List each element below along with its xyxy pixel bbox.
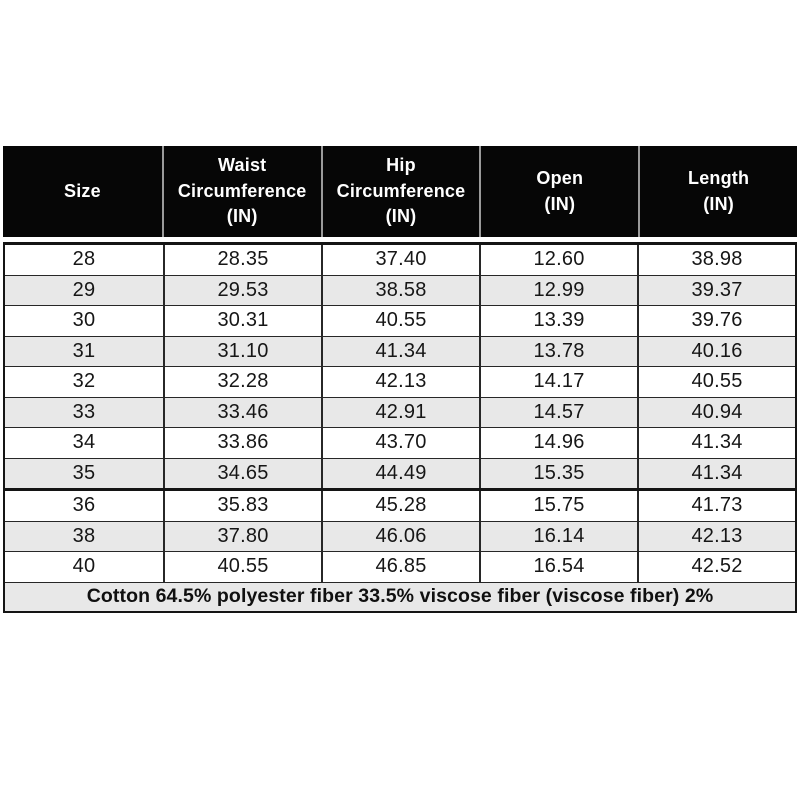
cell-size: 38 <box>72 524 96 547</box>
fabric-composition-row: Cotton 64.5% polyester fiber 33.5% visco… <box>5 581 795 611</box>
cell-length: 42.52 <box>637 552 795 582</box>
size-chart-table: Size Waist Circumference (IN) Hip Circum… <box>3 146 797 613</box>
cell-length: 40.55 <box>637 367 795 397</box>
cell-length: 40.94 <box>637 397 795 427</box>
table-body: 28 28.35 37.40 12.60 38.98 29 29.53 38.58 12.99 3… <box>3 242 797 613</box>
cell-hip: 43.70 <box>321 428 479 458</box>
cell-waist: 33.46 <box>163 397 321 427</box>
cell-length: 41.34 <box>637 428 795 458</box>
column-header-open: Open (IN) <box>479 146 638 237</box>
cell-length: 38.98 <box>637 245 795 275</box>
table-row-size-40: 40 40.55 46.85 16.54 42.52 <box>5 551 795 582</box>
cell-waist: 33.86 <box>163 428 321 458</box>
cell-open: 13.39 <box>479 306 637 336</box>
cell-length: 41.73 <box>637 491 795 521</box>
table-row-size-33: 33 33.46 42.91 14.57 40.94 <box>5 396 795 427</box>
cell-hip: 46.06 <box>321 521 479 551</box>
cell-hip: 42.91 <box>321 397 479 427</box>
table-row-size-34: 34 33.86 43.70 14.96 41.34 <box>5 427 795 458</box>
cell-open: 15.35 <box>479 458 637 488</box>
cell-waist: 32.28 <box>163 367 321 397</box>
cell-hip: 46.85 <box>321 552 479 582</box>
cell-waist: 34.65 <box>163 458 321 488</box>
cell-open: 13.78 <box>479 336 637 366</box>
table-row-size-31: 31 31.10 41.34 13.78 40.16 <box>5 335 795 366</box>
cell-size: 36 <box>72 494 96 517</box>
cell-size: 29 <box>72 278 96 301</box>
cell-size: 35 <box>72 461 96 484</box>
column-header-length: Length (IN) <box>638 146 797 237</box>
cell-waist: 29.53 <box>163 275 321 305</box>
cell-hip: 42.13 <box>321 367 479 397</box>
table-row-size-35: 35 34.65 44.49 15.35 41.34 <box>5 457 795 488</box>
cell-size: 28 <box>72 248 96 271</box>
cell-hip: 45.28 <box>321 491 479 521</box>
cell-size: 31 <box>72 339 96 362</box>
cell-open: 14.57 <box>479 397 637 427</box>
cell-size: 40 <box>72 555 96 578</box>
table-rows-container: 28 28.35 37.40 12.60 38.98 29 29.53 38.58 12.99 3… <box>5 245 795 582</box>
cell-open: 14.96 <box>479 428 637 458</box>
cell-open: 16.54 <box>479 552 637 582</box>
cell-hip: 41.34 <box>321 336 479 366</box>
table-row-size-32: 32 32.28 42.13 14.17 40.55 <box>5 366 795 397</box>
table-row-size-38: 38 37.80 46.06 16.14 42.13 <box>5 520 795 551</box>
table-row-size-28: 28 28.35 37.40 12.60 38.98 <box>5 245 795 275</box>
cell-length: 39.76 <box>637 306 795 336</box>
cell-open: 12.99 <box>479 275 637 305</box>
cell-waist: 31.10 <box>163 336 321 366</box>
table-row-size-29: 29 29.53 38.58 12.99 39.37 <box>5 274 795 305</box>
cell-open: 16.14 <box>479 521 637 551</box>
cell-length: 41.34 <box>637 458 795 488</box>
cell-length: 42.13 <box>637 521 795 551</box>
cell-size: 30 <box>72 309 96 332</box>
cell-waist: 35.83 <box>163 491 321 521</box>
cell-open: 15.75 <box>479 491 637 521</box>
cell-waist: 30.31 <box>163 306 321 336</box>
cell-waist: 37.80 <box>163 521 321 551</box>
cell-waist: 28.35 <box>163 245 321 275</box>
cell-hip: 38.58 <box>321 275 479 305</box>
cell-open: 12.60 <box>479 245 637 275</box>
cell-open: 14.17 <box>479 367 637 397</box>
table-header-row: Size Waist Circumference (IN) Hip Circum… <box>3 146 797 237</box>
cell-size: 34 <box>72 431 96 454</box>
cell-hip: 40.55 <box>321 306 479 336</box>
cell-waist: 40.55 <box>163 552 321 582</box>
cell-size: 32 <box>72 370 96 393</box>
column-header-waist-circumference: Waist Circumference (IN) <box>161 146 321 237</box>
cell-length: 39.37 <box>637 275 795 305</box>
table-row-size-36: 36 35.83 45.28 15.75 41.73 <box>5 488 795 521</box>
cell-hip: 44.49 <box>321 458 479 488</box>
cell-size: 33 <box>72 400 96 423</box>
cell-length: 40.16 <box>637 336 795 366</box>
cell-hip: 37.40 <box>321 245 479 275</box>
column-header-size: Size <box>63 180 101 201</box>
table-row-size-30: 30 30.31 40.55 13.39 39.76 <box>5 305 795 336</box>
column-header-hip-circumference: Hip Circumference (IN) <box>320 146 480 237</box>
